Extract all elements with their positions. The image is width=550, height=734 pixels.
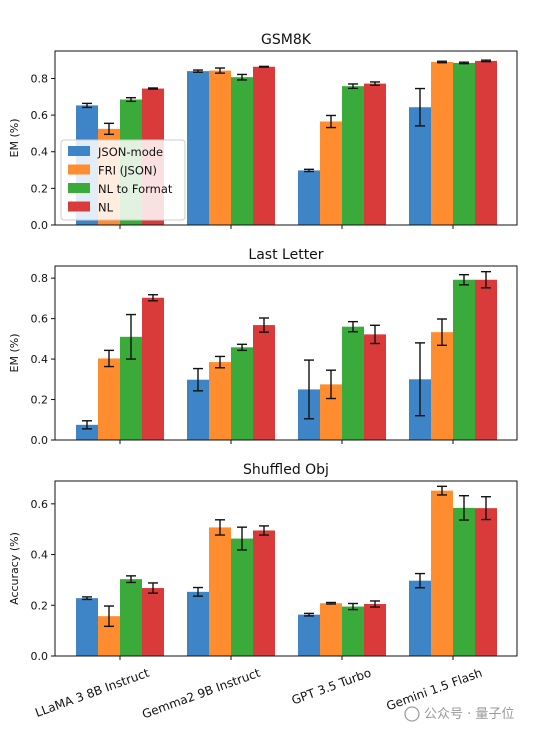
bar-fri-json (98, 358, 120, 440)
y-tick-label: 0.8 (31, 72, 49, 85)
bar-nl-to-format (453, 507, 475, 656)
bar-json-mode (409, 580, 431, 656)
bar-fri-json (320, 121, 342, 225)
bar-json-mode (187, 591, 209, 656)
y-tick-label: 0.2 (31, 182, 49, 195)
plot-frame (54, 50, 518, 226)
legend-swatch (68, 164, 90, 175)
bar-nl-to-format (342, 86, 364, 225)
bar-nl-to-format (120, 336, 142, 440)
bar-nl (253, 66, 275, 225)
y-tick-label: 0.0 (31, 434, 49, 447)
legend-swatch (68, 201, 90, 212)
watermark: 公众号 · 量子位 (404, 706, 514, 722)
bar-nl-to-format (231, 347, 253, 440)
bar-json-mode (76, 598, 98, 656)
legend-label: FRI (JSON) (98, 164, 157, 178)
bar-nl (475, 508, 497, 656)
bar-nl (475, 60, 497, 225)
y-tick-label: 0.0 (31, 219, 49, 232)
legend-label: NL (98, 201, 114, 215)
bar-nl (364, 604, 386, 656)
panel-1: GSM8K EM (%) 0.0 0.2 0.4 0.6 0.8 JSON-mode FRI (… (8, 32, 518, 232)
chart-title: GSM8K (261, 32, 312, 48)
bar-json-mode (298, 614, 320, 656)
bar-fri-json (431, 332, 453, 440)
bar-fri-json (209, 362, 231, 440)
legend-swatch (68, 146, 90, 156)
bar-fri-json (431, 61, 453, 226)
legend-label: JSON-mode (97, 145, 163, 159)
panel-3: Shuffled Obj Accuracy (%) 0.0 0.2 0.4 0.6 (8, 462, 518, 663)
bar-nl (475, 279, 497, 440)
bar-json-mode (409, 107, 431, 225)
bar-json-mode (76, 424, 98, 440)
x-category-label: LLaMA 3 8B Instruct (33, 666, 151, 720)
bar-nl (364, 83, 386, 225)
bar-fri-json (98, 616, 120, 656)
y-tick-label: 0.6 (31, 313, 49, 326)
bar-nl-to-format (342, 606, 364, 656)
chart-title: Shuffled Obj (243, 462, 329, 478)
legend-swatch (68, 183, 90, 193)
y-axis-label: Accuracy (%) (8, 532, 21, 605)
bar-nl (253, 530, 275, 656)
y-tick-label: 0.4 (31, 353, 49, 366)
legend-label: NL to Format (98, 182, 173, 196)
bar-fri-json (320, 384, 342, 440)
legend-box (60, 139, 186, 221)
y-tick-label: 0.4 (31, 146, 49, 159)
y-tick-label: 0.2 (31, 394, 49, 407)
bar-fri-json (431, 490, 453, 656)
bar-json-mode (298, 170, 320, 225)
bar-json-mode (187, 71, 209, 225)
legend: JSON-mode FRI (JSON) NL to Format NL (60, 139, 186, 221)
bar-json-mode (187, 379, 209, 440)
plot-frame (54, 265, 518, 441)
bar-nl-to-format (231, 77, 253, 225)
wechat-icon (404, 706, 420, 722)
bar-nl-to-format (342, 326, 364, 440)
bar-fri-json (209, 527, 231, 656)
chart-title: Last Letter (248, 247, 323, 263)
bar-nl (253, 325, 275, 440)
bar-nl (142, 297, 164, 440)
y-tick-label: 0.6 (31, 498, 49, 511)
y-tick-label: 0.0 (31, 650, 49, 663)
y-tick-label: 0.8 (31, 272, 49, 285)
bar-nl-to-format (231, 538, 253, 656)
bar-nl-to-format (453, 62, 475, 226)
y-tick-label: 0.6 (31, 109, 49, 122)
y-tick-label: 0.4 (31, 549, 49, 562)
y-axis-label: EM (%) (8, 334, 21, 373)
bar-fri-json (209, 70, 231, 225)
x-category-label: Gemma2 9B Instruct (140, 666, 262, 722)
plot-frame (54, 480, 518, 657)
y-axis-label: EM (%) (8, 119, 21, 158)
bar-nl (142, 588, 164, 656)
bar-fri-json (320, 603, 342, 656)
panel-2: Last Letter EM (%) 0.0 0.2 0.4 0.6 0.8 (8, 247, 518, 447)
bar-nl-to-format (120, 579, 142, 656)
y-tick-label: 0.2 (31, 599, 49, 612)
bar-nl-to-format (453, 279, 475, 440)
x-category-label: GPT 3.5 Turbo (290, 666, 373, 708)
bar-nl (364, 334, 386, 440)
watermark-text: 公众号 · 量子位 (424, 707, 514, 722)
